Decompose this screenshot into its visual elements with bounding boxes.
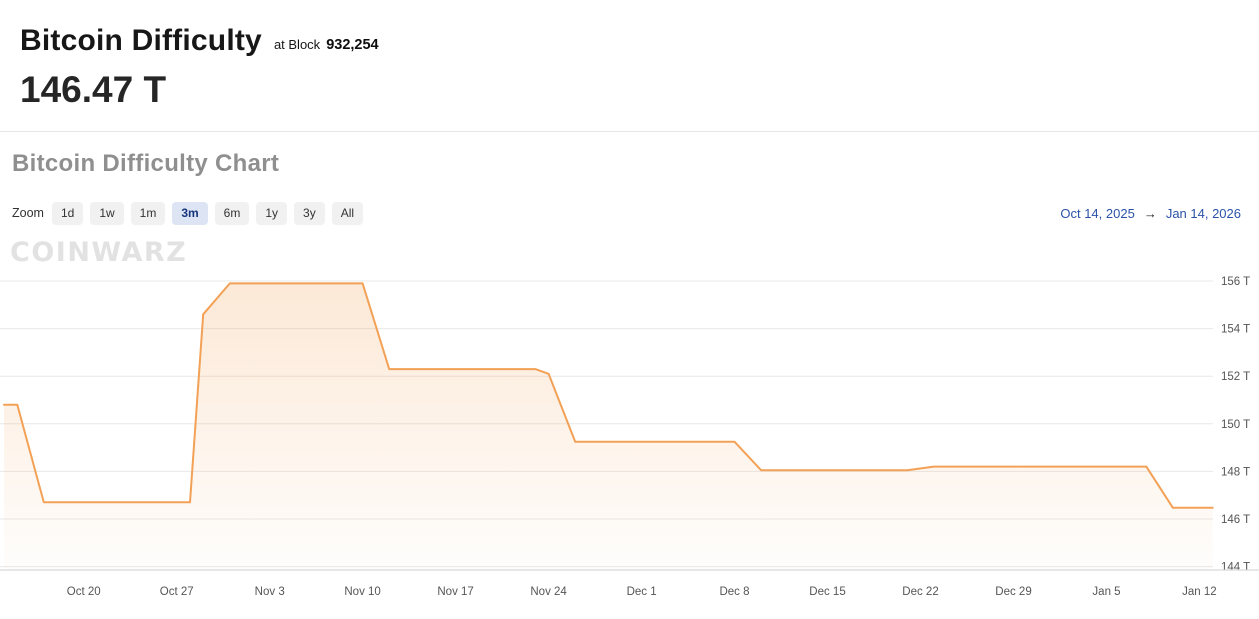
x-axis-label: Dec 29: [995, 586, 1031, 598]
chart-section-title: Bitcoin Difficulty Chart: [12, 149, 280, 177]
x-axis-label: Dec 15: [809, 586, 845, 598]
x-axis-label: Nov 24: [530, 586, 567, 598]
zoom-button-all[interactable]: All: [331, 202, 364, 225]
y-axis-label: 150 T: [1221, 419, 1250, 431]
header-divider: [0, 130, 1259, 132]
zoom-label: Zoom: [12, 206, 44, 221]
zoom-button-1d[interactable]: 1d: [51, 202, 84, 225]
y-axis-label: 146 T: [1221, 514, 1250, 526]
zoom-buttons: 1d 1w 1m 3m 6m 1y 3y All: [51, 202, 370, 225]
range-end-link[interactable]: Jan 14, 2026: [1165, 205, 1241, 221]
difficulty-area-chart[interactable]: 156 T 154 T 152 T 150 T 148 T 146 T 144 T Oct 2…: [0, 233, 1259, 619]
difficulty-area-fill: [4, 283, 1213, 571]
page-title: Bitcoin Difficulty: [20, 24, 262, 57]
at-block-label: at Block: [273, 37, 321, 52]
x-axis-label: Nov 17: [437, 586, 473, 598]
date-range-group: Oct 14, 2025 → Jan 14, 2026: [1060, 206, 1241, 221]
x-axis-label: Oct 20: [67, 586, 101, 598]
zoom-button-3m[interactable]: 3m: [172, 202, 208, 225]
current-difficulty-value: 146.47 T: [20, 69, 167, 110]
y-axis-label: 154 T: [1221, 324, 1250, 336]
y-axis-label: 148 T: [1221, 467, 1250, 479]
chart-controls-row: Zoom 1d 1w 1m 3m 6m 1y 3y All Oct 14, 2025 → Ja…: [12, 201, 1241, 225]
y-axis-label: 156 T: [1221, 276, 1250, 288]
block-number: 932,254: [326, 37, 379, 53]
title-row: Bitcoin Difficulty at Block 932,254: [20, 24, 1239, 57]
difficulty-line: [3, 282, 1214, 510]
zoom-button-1y[interactable]: 1y: [256, 202, 288, 225]
zoom-button-6m[interactable]: 6m: [214, 202, 250, 225]
x-axis-label: Dec 1: [627, 586, 657, 598]
y-axis-label: 152 T: [1221, 372, 1250, 384]
x-axis-label: Oct 27: [160, 586, 194, 598]
zoom-button-group: Zoom 1d 1w 1m 3m 6m 1y 3y All: [12, 202, 370, 225]
zoom-button-1m[interactable]: 1m: [130, 202, 166, 225]
range-arrow-icon: →: [1143, 205, 1157, 221]
zoom-button-3y[interactable]: 3y: [294, 202, 325, 225]
coinwarz-watermark: COINWARZ: [10, 237, 188, 269]
range-start-link[interactable]: Oct 14, 2025: [1060, 205, 1135, 221]
x-axis-label: Dec 8: [719, 586, 749, 598]
x-axis-label: Nov 10: [344, 586, 380, 598]
x-axis-label: Nov 3: [255, 586, 285, 598]
page-header: Bitcoin Difficulty at Block 932,254 146.…: [0, 0, 1259, 110]
y-axis-label: 144 T: [1221, 562, 1250, 574]
x-axis-label: Dec 22: [902, 586, 938, 598]
zoom-button-1w[interactable]: 1w: [90, 202, 124, 225]
chart-section: Bitcoin Difficulty Chart Zoom 1d 1w 1m 3m 6m…: [0, 150, 1259, 619]
x-axis-label: Jan 5: [1092, 586, 1120, 598]
x-axis-label: Jan 12: [1182, 586, 1217, 598]
